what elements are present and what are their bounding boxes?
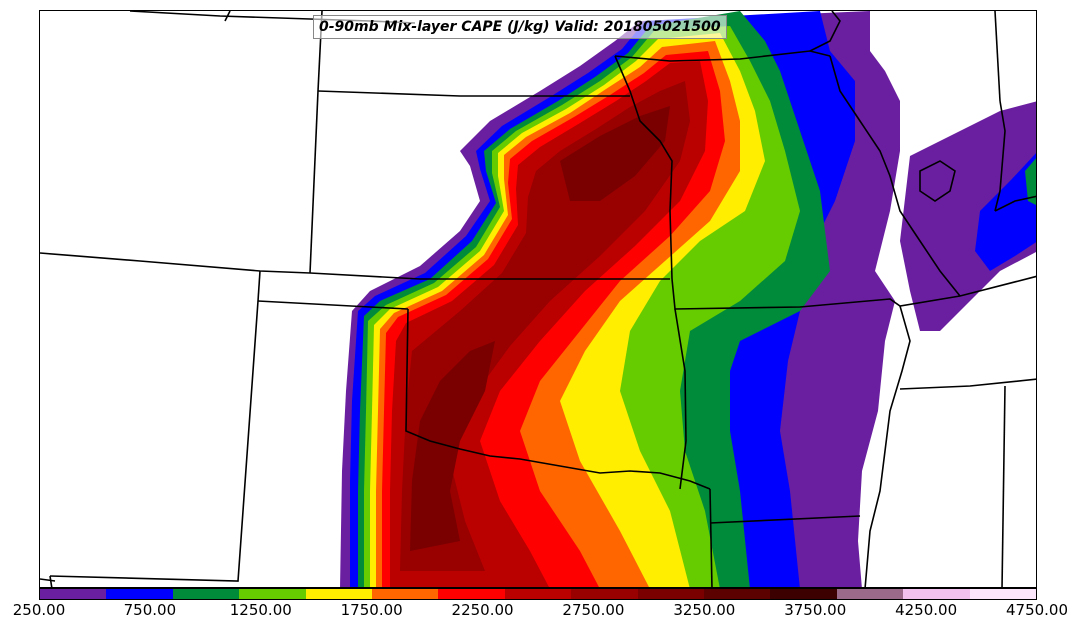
colorbar-cell [770,589,837,599]
boundary-line [674,308,687,490]
boundary-line [317,90,630,97]
boundary-line [257,300,409,310]
cape-area-darkred-2 [400,81,690,571]
colorbar-cell [571,589,638,599]
colorbar-tick-label: 750.00 [123,601,177,619]
boundary-line [919,160,956,202]
boundary-line [257,270,261,302]
colorbar-cell [106,589,173,599]
colorbar-cell [305,589,373,599]
boundary-line [829,55,961,297]
colorbar-tick-label: 2250.00 [451,601,514,619]
colorbar-tick-labels: 250.00 750.00 1250.00 1750.00 2250.00 2750.00… [0,601,1081,625]
colorbar-cell [372,589,439,599]
boundary-line [614,55,673,280]
boundary-line [40,578,56,582]
colorbar-tick-label: 1250.00 [229,601,292,619]
boundary-line [1001,385,1006,587]
map-panel [39,10,1037,588]
colorbar-tick-label: 2750.00 [562,601,625,619]
boundary-line [994,11,1001,102]
boundary-line [224,11,231,22]
boundary-line [709,488,713,587]
colorbar-cell [239,589,306,599]
colorbar-tick-label: 3250.00 [673,601,736,619]
colorbar-cell [903,589,970,599]
colorbar-cell [969,589,1037,599]
boundary-line [809,11,841,52]
colorbar-cell [172,589,240,599]
boundary-line [994,100,1006,212]
cape-map [40,11,1036,587]
map-title: 0-90mb Mix-layer CAPE (J/kg) Valid: 2018… [313,15,727,39]
cape-area-maroon-north [560,106,670,201]
boundary-line [49,300,259,582]
colorbar-tick-label: 4750.00 [1005,601,1069,619]
state-boundaries [40,11,1036,587]
boundary-line [40,252,670,280]
cape-area-east-blue [975,153,1036,271]
boundary-line [49,575,53,587]
boundary-line [614,50,831,62]
colorbar-cell [637,589,705,599]
colorbar-tick-label: 4250.00 [895,601,958,619]
boundary-line [709,515,861,524]
colorbar-tick-label: 1750.00 [340,601,403,619]
colorbar-cell [40,589,107,599]
title-prefix: 0-90mb Mix-layer CAPE (J/kg) Valid: [319,19,599,35]
cape-area-maroon-south [410,341,495,551]
cape-fill-layers [340,11,1036,587]
boundary-line [309,90,319,274]
cape-area-east-green [1025,158,1036,205]
colorbar-cell [438,589,505,599]
colorbar-tick-label: 250.00 [12,601,66,619]
colorbar [39,588,1037,600]
colorbar-cell [704,589,771,599]
boundary-line [864,305,911,587]
colorbar-cell [836,589,904,599]
colorbar-tick-label: 3750.00 [784,601,847,619]
title-valid-time: 201805021500 [603,19,721,35]
boundary-line [405,308,711,490]
boundary-line [994,195,1036,212]
colorbar-cell [504,589,572,599]
boundary-line [899,378,1036,390]
